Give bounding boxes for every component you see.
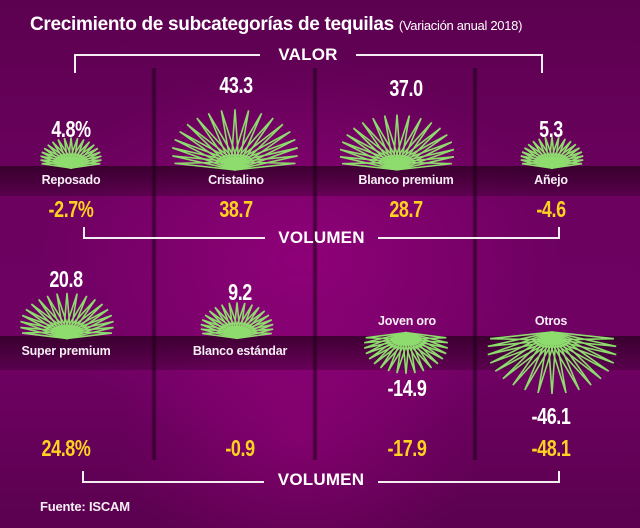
agave-leaf (365, 331, 408, 341)
volumen-top-bracket-right-tick (558, 227, 560, 239)
volumen-top-bracket-left (83, 237, 265, 239)
volumen-value: 28.7 (389, 196, 423, 222)
volumen-top-bracket-left-tick (83, 227, 85, 239)
category-label: Cristalino (208, 173, 264, 187)
volumen-bottom-bracket-right-tick (558, 471, 560, 483)
valor-value: -46.1 (531, 403, 571, 429)
column-divider (472, 68, 478, 460)
agave-leaf (521, 161, 554, 169)
agave-leaf (21, 330, 69, 340)
volumen-value: -0.9 (225, 435, 255, 461)
agave-joven-oro (363, 331, 449, 374)
agave-leaf (41, 161, 73, 169)
column-divider (151, 68, 157, 460)
agave-blanco-premium (339, 114, 455, 171)
category-label: Añejo (534, 173, 568, 187)
agave-leaf (341, 161, 399, 171)
agave-reposado (40, 137, 102, 169)
valor-value: 37.0 (389, 75, 423, 101)
valor-bracket-left-tick (74, 54, 76, 73)
volumen-value: -4.6 (536, 196, 566, 222)
volumen-value: -2.7% (48, 196, 94, 222)
volumen-bottom-bracket-left-tick (82, 471, 84, 483)
agave-leaf (202, 330, 239, 340)
volumen-value: -48.1 (531, 435, 571, 461)
volumen-bottom-label: VOLUMEN (277, 470, 365, 489)
volumen-value: 38.7 (219, 196, 253, 222)
valor-value: 20.8 (49, 266, 83, 292)
volumen-bottom-bracket-right (378, 481, 560, 483)
valor-bracket-right (356, 54, 543, 56)
agave-otros (487, 331, 617, 395)
chart-title: Crecimiento de subcategorías de tequilas… (30, 14, 522, 36)
category-label: Otros (534, 314, 568, 328)
category-label: Blanco estándar (192, 344, 288, 358)
volumen-top-bracket-right (378, 237, 560, 239)
category-label: Blanco premium (358, 173, 454, 187)
agave-blanco-estándar (200, 302, 274, 340)
agave-añejo (520, 136, 584, 169)
subtitle-text: (Variación anual 2018) (398, 18, 523, 33)
top-label-band (0, 166, 640, 196)
valor-value: 9.2 (228, 279, 252, 305)
agave-super-premium (20, 292, 114, 340)
valor-label: VALOR (278, 45, 338, 64)
valor-value: 43.3 (219, 72, 253, 98)
valor-bracket-right-tick (541, 54, 543, 73)
category-label: Reposado (41, 173, 101, 187)
valor-value: -14.9 (387, 375, 427, 401)
volumen-value: 24.8% (41, 435, 91, 461)
agave-leaf (490, 331, 554, 341)
agave-leaf (174, 161, 237, 171)
title-text: Crecimiento de subcategorías de tequilas (30, 14, 394, 35)
volumen-value: -17.9 (387, 435, 427, 461)
volumen-bottom-bracket-left (82, 481, 264, 483)
category-label: Joven oro (378, 314, 436, 328)
category-label: Super premium (21, 344, 111, 358)
volumen-top-label: VOLUMEN (278, 228, 365, 247)
column-divider (312, 68, 318, 460)
source-note: Fuente: ISCAM (40, 499, 130, 514)
agave-cristalino (172, 109, 298, 171)
valor-bracket-left (74, 54, 260, 56)
